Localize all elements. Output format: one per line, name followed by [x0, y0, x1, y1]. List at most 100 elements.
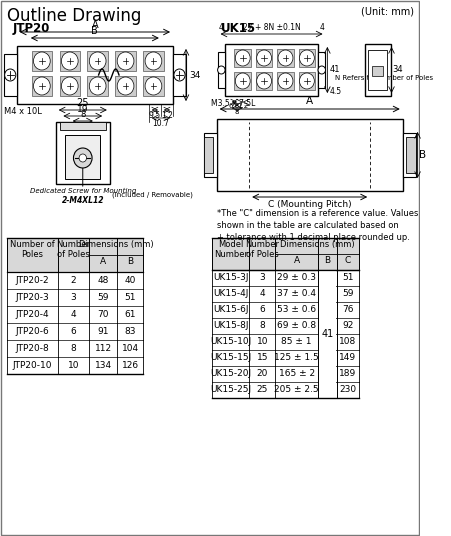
Text: JTP20-10: JTP20-10 — [12, 361, 52, 370]
Circle shape — [299, 50, 313, 66]
Text: 134: 134 — [94, 361, 111, 370]
Bar — [216, 119, 402, 191]
Text: A: A — [293, 256, 299, 265]
Text: Dedicated Screw for Mounting: Dedicated Screw for Mounting — [29, 188, 136, 194]
Text: 1.2: 1.2 — [161, 111, 172, 120]
Text: 41: 41 — [328, 65, 339, 75]
Bar — [402, 133, 415, 177]
Circle shape — [5, 69, 16, 81]
Text: C (Mounting Pitch): C (Mounting Pitch) — [267, 200, 351, 209]
Text: A: A — [100, 257, 106, 266]
Circle shape — [299, 73, 313, 89]
Text: (Unit: mm): (Unit: mm) — [360, 7, 413, 17]
Text: 189: 189 — [338, 369, 356, 378]
Text: Dimensions (mm): Dimensions (mm) — [279, 240, 354, 249]
Text: UK15-15J: UK15-15J — [210, 354, 251, 362]
Bar — [276, 72, 293, 90]
Bar — [65, 135, 100, 179]
Circle shape — [89, 77, 106, 95]
Text: Model
Number: Model Number — [213, 240, 247, 259]
Bar — [298, 49, 314, 67]
Text: 8: 8 — [259, 322, 265, 331]
Text: UK15-3J: UK15-3J — [212, 273, 248, 282]
Bar — [115, 76, 135, 96]
Circle shape — [89, 52, 106, 70]
Circle shape — [33, 52, 50, 70]
Circle shape — [318, 66, 325, 74]
Bar — [6, 238, 143, 272]
Circle shape — [235, 73, 249, 89]
Bar — [4, 54, 17, 96]
Text: 10: 10 — [256, 338, 267, 346]
Text: 6: 6 — [70, 327, 76, 336]
Text: 29 ± 0.3: 29 ± 0.3 — [276, 273, 315, 282]
Text: B: B — [419, 150, 426, 160]
Bar — [276, 49, 293, 67]
Text: 70: 70 — [97, 310, 109, 319]
Text: 61: 61 — [124, 310, 136, 319]
Bar — [368, 50, 386, 90]
Bar — [87, 51, 108, 71]
Text: 76: 76 — [341, 306, 353, 315]
Text: Number
of Poles: Number of Poles — [245, 240, 279, 259]
Bar — [32, 51, 52, 71]
Text: JTP20-3: JTP20-3 — [15, 293, 49, 302]
Text: 4.5: 4.5 — [328, 86, 341, 95]
Text: 6: 6 — [259, 306, 265, 315]
Circle shape — [235, 50, 249, 66]
Text: 69 ± 0.8: 69 ± 0.8 — [276, 322, 316, 331]
Circle shape — [79, 154, 86, 162]
Text: Number
of Poles: Number of Poles — [56, 240, 90, 259]
Text: 149: 149 — [339, 354, 355, 362]
Text: A: A — [305, 96, 313, 106]
Text: 34: 34 — [189, 71, 200, 79]
Text: UK15-20J: UK15-20J — [210, 369, 251, 378]
Text: 10.7: 10.7 — [152, 119, 169, 128]
Text: 8: 8 — [70, 344, 76, 353]
Bar — [318, 271, 336, 398]
Text: B: B — [323, 256, 330, 265]
Bar — [60, 51, 80, 71]
Circle shape — [145, 52, 161, 70]
Text: 4: 4 — [259, 289, 264, 299]
Text: 8: 8 — [235, 109, 239, 115]
Bar — [173, 54, 185, 96]
Bar — [405, 137, 415, 173]
Text: UK15: UK15 — [221, 22, 256, 35]
Text: 92: 92 — [341, 322, 353, 331]
Text: UK15-6J: UK15-6J — [212, 306, 248, 315]
Text: 15: 15 — [256, 354, 267, 362]
Text: 85 ± 1: 85 ± 1 — [281, 338, 311, 346]
Circle shape — [174, 69, 184, 81]
Bar — [55, 122, 110, 184]
Text: 9.5: 9.5 — [148, 111, 161, 120]
Circle shape — [277, 50, 292, 66]
Text: 48: 48 — [97, 276, 109, 285]
Text: Dimensions (mm): Dimensions (mm) — [79, 240, 153, 249]
Text: 112: 112 — [94, 344, 111, 353]
Text: 51: 51 — [124, 293, 136, 302]
Text: N Refers to Number of Poles: N Refers to Number of Poles — [334, 75, 432, 81]
Text: 40: 40 — [124, 276, 136, 285]
Text: 51: 51 — [341, 273, 353, 282]
Bar — [60, 122, 106, 130]
Text: 230: 230 — [339, 385, 355, 394]
Bar — [203, 137, 212, 173]
Text: JTP20-8: JTP20-8 — [15, 344, 49, 353]
Text: JTP20-2: JTP20-2 — [15, 276, 49, 285]
Text: 3: 3 — [70, 293, 76, 302]
Text: 59: 59 — [97, 293, 109, 302]
Text: 10: 10 — [68, 361, 79, 370]
Bar — [255, 72, 272, 90]
Text: M4 x 10L: M4 x 10L — [4, 107, 41, 116]
Text: 126: 126 — [121, 361, 138, 370]
Bar — [234, 49, 251, 67]
Circle shape — [74, 148, 92, 168]
Bar — [318, 52, 325, 88]
Circle shape — [217, 66, 225, 74]
Text: A: A — [92, 20, 98, 30]
Circle shape — [61, 52, 78, 70]
Bar — [298, 72, 314, 90]
Circle shape — [145, 77, 161, 95]
Circle shape — [256, 73, 271, 89]
